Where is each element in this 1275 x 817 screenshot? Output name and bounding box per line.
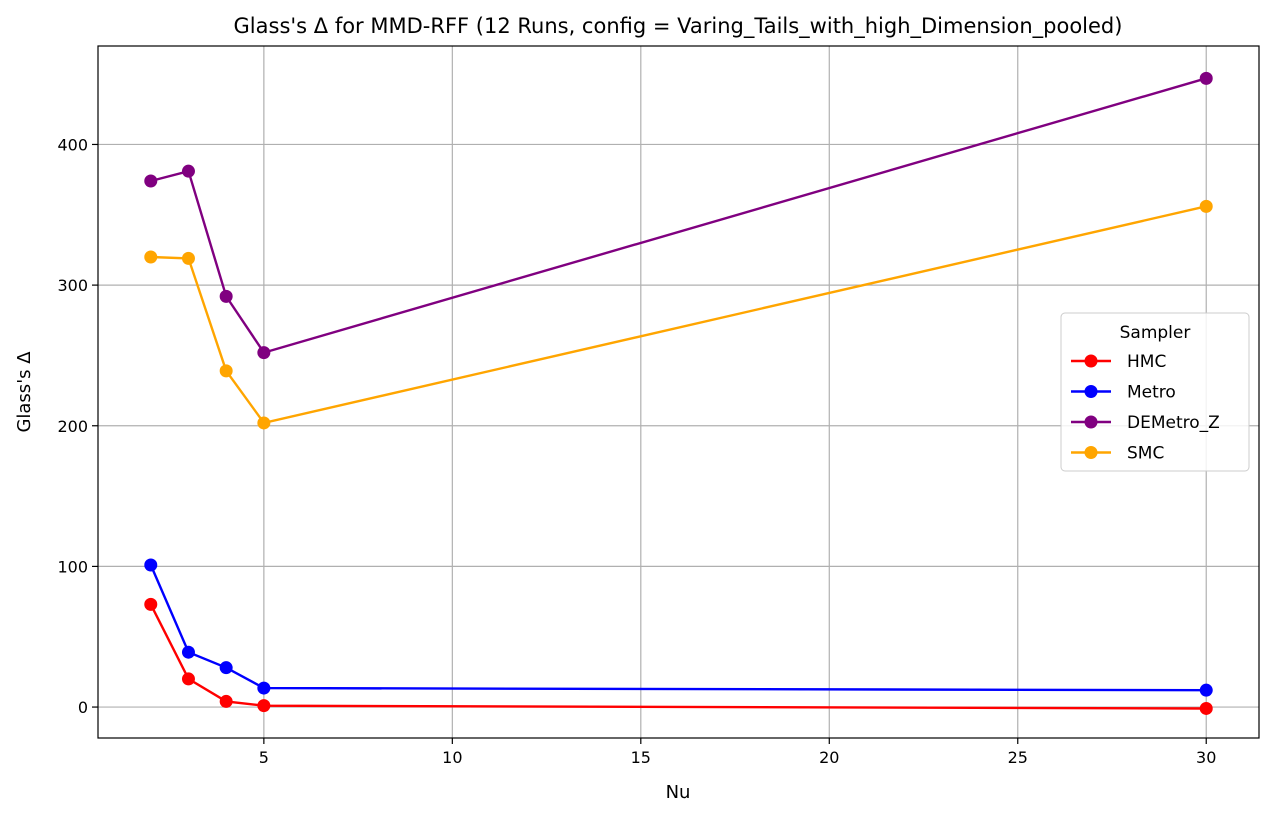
- x-tick-label: 25: [1008, 748, 1028, 767]
- legend-box: [1060, 312, 1250, 472]
- x-tick-label: 20: [819, 748, 839, 767]
- legend-entry: SMC: [1071, 444, 1164, 464]
- data-point: [1199, 683, 1213, 697]
- legend-marker: [1084, 446, 1098, 459]
- legend-marker: [1084, 354, 1098, 368]
- series-smc: [144, 199, 1213, 430]
- legend-label: DEMetro_Z: [1127, 413, 1220, 433]
- data-point: [144, 250, 158, 264]
- legend-label: HMC: [1127, 352, 1166, 372]
- legend-entry: DEMetro_Z: [1071, 413, 1220, 433]
- series-demetro-z: [144, 71, 1213, 360]
- series-line: [150, 205, 1207, 425]
- x-tick-label: 15: [631, 748, 651, 767]
- legend-entries: HMC Metro DEMetro_Z SMC: [1071, 352, 1220, 464]
- y-tick-label: 0: [78, 698, 88, 717]
- y-tick-label: 100: [57, 557, 88, 576]
- data-point: [257, 346, 271, 360]
- series-line: [150, 77, 1207, 354]
- plot-frame: [97, 45, 1260, 739]
- y-tick-label: 400: [57, 135, 88, 154]
- legend-label: Metro: [1127, 383, 1176, 403]
- data-point: [219, 289, 233, 303]
- x-tick-label: 30: [1196, 748, 1216, 767]
- y-axis-ticks: 0 100 200 300 400: [57, 135, 98, 717]
- series-line: [149, 564, 1207, 692]
- x-tick-label: 5: [259, 748, 269, 767]
- data-point: [181, 672, 195, 686]
- data-point: [144, 597, 158, 611]
- series-layer: [144, 71, 1213, 715]
- data-point: [144, 174, 158, 188]
- legend-entry: HMC: [1071, 352, 1166, 372]
- legend: Sampler HMC Metro DEMetro_Z SMC: [1060, 312, 1250, 472]
- data-point: [257, 699, 271, 713]
- legend-marker: [1084, 385, 1098, 398]
- series-metro: [144, 558, 1213, 697]
- chart-title: Glass's Δ for MMD-RFF (12 Runs, config =…: [234, 14, 1123, 39]
- x-axis-ticks: 5 10 15 20 25 30: [259, 738, 1216, 767]
- data-point: [257, 681, 271, 695]
- data-point: [219, 694, 233, 708]
- x-axis-label: Nu: [666, 782, 691, 803]
- data-point: [219, 364, 233, 378]
- legend-title: Sampler: [1120, 323, 1191, 343]
- data-point: [1199, 71, 1213, 85]
- data-point: [219, 661, 233, 675]
- data-point: [181, 251, 195, 265]
- data-point: [1199, 701, 1213, 715]
- x-tick-label: 10: [442, 748, 462, 767]
- legend-entry: Metro: [1071, 383, 1176, 403]
- data-point: [181, 645, 195, 659]
- y-tick-label: 300: [57, 276, 88, 295]
- data-point: [181, 164, 195, 178]
- legend-label: SMC: [1127, 444, 1164, 464]
- legend-marker: [1084, 415, 1098, 429]
- data-point: [257, 416, 271, 430]
- data-point: [1199, 199, 1213, 213]
- series-line: [149, 603, 1207, 710]
- series-hmc: [144, 597, 1213, 715]
- y-axis-label: Glass's Δ: [14, 351, 35, 433]
- data-point: [144, 558, 158, 572]
- y-tick-label: 200: [57, 417, 88, 436]
